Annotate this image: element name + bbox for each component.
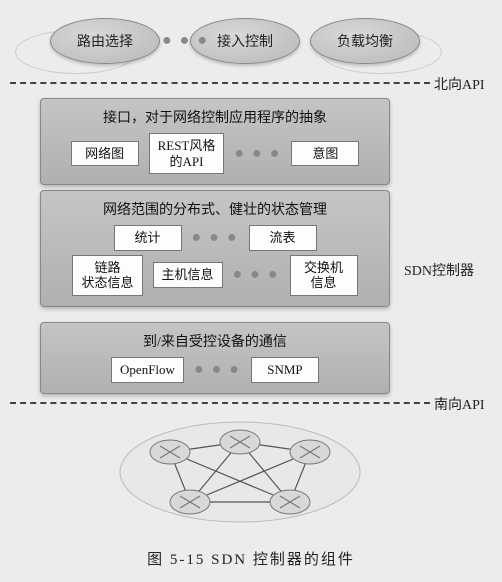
ellipsis-dots: ● ● ● bbox=[162, 32, 209, 50]
layer-title: 到/来自受控设备的通信 bbox=[49, 331, 381, 351]
layer-row: OpenFlow ● ● ● SNMP bbox=[49, 357, 381, 383]
router-icon bbox=[150, 440, 190, 464]
ellipsis-dots: ● ● ● bbox=[233, 266, 280, 284]
layer-comm: 到/来自受控设备的通信 OpenFlow ● ● ● SNMP bbox=[40, 322, 390, 394]
layer-row: 网络图 REST风格 的API ● ● ● 意图 bbox=[49, 133, 381, 174]
box-switch-info: 交换机 信息 bbox=[290, 255, 358, 296]
app-ellipse-routing: 路由选择 bbox=[50, 18, 160, 64]
south-api-label: 南向API bbox=[434, 394, 485, 414]
app-ellipse-label: 接入控制 bbox=[217, 31, 273, 51]
app-ellipse-label: 路由选择 bbox=[77, 31, 133, 51]
south-api-divider bbox=[10, 402, 430, 404]
box-openflow: OpenFlow bbox=[111, 357, 184, 383]
layer-state-mgmt: 网络范围的分布式、健壮的状态管理 统计 ● ● ● 流表 链路 状态信息 主机信… bbox=[40, 190, 390, 307]
ellipsis-dots: ● ● ● bbox=[234, 145, 281, 163]
ellipsis-dots: ● ● ● bbox=[194, 361, 241, 379]
north-api-divider bbox=[10, 82, 430, 84]
sdn-architecture-diagram: 路由选择 接入控制 负载均衡 ● ● ● 北向API 接口，对于网络控制应用程序… bbox=[10, 10, 492, 572]
box-network-map: 网络图 bbox=[71, 141, 139, 167]
layer-title: 接口，对于网络控制应用程序的抽象 bbox=[49, 107, 381, 127]
ellipsis-dots: ● ● ● bbox=[192, 229, 239, 247]
north-api-label: 北向API bbox=[434, 74, 485, 94]
layer-row: 链路 状态信息 主机信息 ● ● ● 交换机 信息 bbox=[49, 255, 381, 296]
box-rest-api: REST风格 的API bbox=[149, 133, 225, 174]
layer-title: 网络范围的分布式、健壮的状态管理 bbox=[49, 199, 381, 219]
router-icon bbox=[270, 490, 310, 514]
network-topology-icon bbox=[110, 412, 370, 532]
router-icon bbox=[220, 430, 260, 454]
figure-caption: 图 5-15 SDN 控制器的组件 bbox=[10, 548, 492, 569]
box-host-info: 主机信息 bbox=[153, 262, 223, 288]
router-icon bbox=[170, 490, 210, 514]
box-flowtable: 流表 bbox=[249, 225, 317, 251]
app-ellipse-loadbalance: 负载均衡 bbox=[310, 18, 420, 64]
layer-interface: 接口，对于网络控制应用程序的抽象 网络图 REST风格 的API ● ● ● 意… bbox=[40, 98, 390, 185]
box-link-state: 链路 状态信息 bbox=[72, 255, 142, 296]
box-stats: 统计 bbox=[114, 225, 182, 251]
layer-row: 统计 ● ● ● 流表 bbox=[49, 225, 381, 251]
controller-side-label: SDN控制器 bbox=[404, 260, 474, 280]
box-snmp: SNMP bbox=[251, 357, 319, 383]
box-intent: 意图 bbox=[291, 141, 359, 167]
app-ellipse-label: 负载均衡 bbox=[337, 31, 393, 51]
router-icon bbox=[290, 440, 330, 464]
